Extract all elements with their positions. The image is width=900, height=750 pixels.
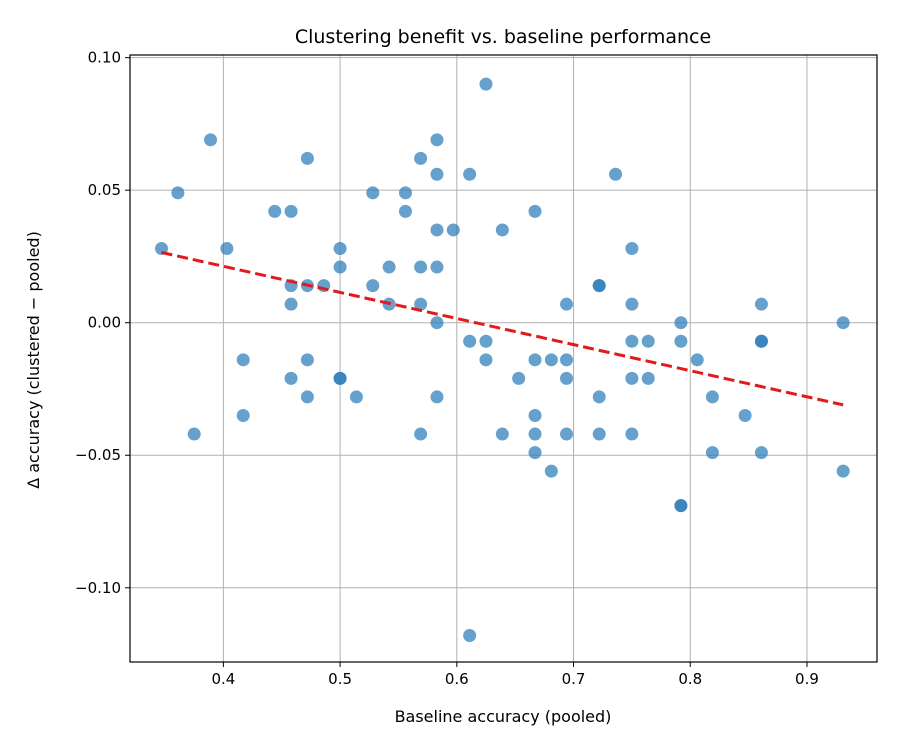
- data-point: [544, 464, 558, 478]
- data-point: [333, 371, 347, 385]
- grid-layer: [130, 55, 877, 662]
- data-point: [463, 167, 477, 181]
- x-axis-label: Baseline accuracy (pooled): [395, 707, 612, 726]
- data-point: [300, 353, 314, 367]
- data-point: [366, 186, 380, 200]
- data-point: [754, 334, 768, 348]
- data-point: [430, 167, 444, 181]
- x-tick-label: 0.6: [445, 670, 469, 688]
- data-point: [609, 167, 623, 181]
- trend-layer: [161, 251, 844, 407]
- data-point: [592, 427, 606, 441]
- data-point: [754, 297, 768, 311]
- x-tick-label: 0.9: [795, 670, 819, 688]
- data-point: [284, 371, 298, 385]
- x-tick-label: 0.7: [562, 670, 586, 688]
- data-point: [382, 260, 396, 274]
- data-point: [625, 297, 639, 311]
- data-point: [592, 279, 606, 293]
- data-point: [479, 334, 493, 348]
- data-point: [560, 297, 574, 311]
- y-tick-label: −0.10: [75, 579, 121, 597]
- x-tick-label: 0.5: [328, 670, 352, 688]
- data-point: [300, 390, 314, 404]
- data-point: [641, 371, 655, 385]
- data-point: [430, 223, 444, 237]
- data-point: [430, 316, 444, 330]
- data-point: [187, 427, 201, 441]
- data-point: [366, 279, 380, 293]
- points-layer: [155, 77, 850, 642]
- data-point: [560, 353, 574, 367]
- data-point: [414, 297, 428, 311]
- data-point: [430, 390, 444, 404]
- data-point: [430, 133, 444, 147]
- data-point: [220, 241, 234, 255]
- data-point: [625, 241, 639, 255]
- data-point: [430, 260, 444, 274]
- data-point: [738, 408, 752, 422]
- data-point: [333, 241, 347, 255]
- plot-frame: [129, 54, 878, 663]
- data-point: [754, 446, 768, 460]
- data-point: [528, 353, 542, 367]
- data-point: [528, 408, 542, 422]
- data-point: [300, 151, 314, 165]
- data-point: [592, 390, 606, 404]
- data-point: [236, 408, 250, 422]
- x-tick-label: 0.4: [211, 670, 235, 688]
- data-point: [463, 628, 477, 642]
- data-point: [512, 371, 526, 385]
- data-point: [560, 427, 574, 441]
- data-point: [414, 151, 428, 165]
- data-point: [625, 427, 639, 441]
- ticks-layer: 0.4 0.5 0.6 0.7 0.8 0.9 0.10 0.05 0.00 −0.05 −0.10: [75, 49, 819, 688]
- data-point: [836, 316, 850, 330]
- data-point: [625, 371, 639, 385]
- data-point: [398, 186, 412, 200]
- data-point: [690, 353, 704, 367]
- data-point: [463, 334, 477, 348]
- y-tick-label: 0.10: [88, 49, 121, 67]
- data-point: [674, 316, 688, 330]
- y-tick-label: 0.05: [88, 181, 121, 199]
- y-axis-label: Δ accuracy (clustered − pooled): [24, 231, 43, 489]
- data-point: [479, 77, 493, 91]
- data-point: [528, 427, 542, 441]
- data-point: [236, 353, 250, 367]
- data-point: [204, 133, 218, 147]
- data-point: [836, 464, 850, 478]
- data-point: [641, 334, 655, 348]
- x-tick-label: 0.8: [678, 670, 702, 688]
- data-point: [674, 499, 688, 513]
- data-point: [528, 446, 542, 460]
- data-point: [414, 427, 428, 441]
- data-point: [560, 371, 574, 385]
- data-point: [333, 260, 347, 274]
- y-tick-label: 0.00: [88, 314, 121, 332]
- chart-title: Clustering benefit vs. baseline performa…: [295, 26, 711, 48]
- data-point: [414, 260, 428, 274]
- data-point: [495, 223, 509, 237]
- data-point: [674, 334, 688, 348]
- y-tick-label: −0.05: [75, 446, 121, 464]
- data-point: [705, 390, 719, 404]
- data-point: [479, 353, 493, 367]
- data-point: [268, 204, 282, 218]
- data-point: [171, 186, 185, 200]
- data-point: [544, 353, 558, 367]
- data-point: [625, 334, 639, 348]
- data-point: [398, 204, 412, 218]
- data-point: [705, 446, 719, 460]
- data-point: [495, 427, 509, 441]
- data-point: [528, 204, 542, 218]
- data-point: [446, 223, 460, 237]
- trend-line: [161, 251, 844, 407]
- data-point: [349, 390, 363, 404]
- data-point: [284, 204, 298, 218]
- data-point: [284, 297, 298, 311]
